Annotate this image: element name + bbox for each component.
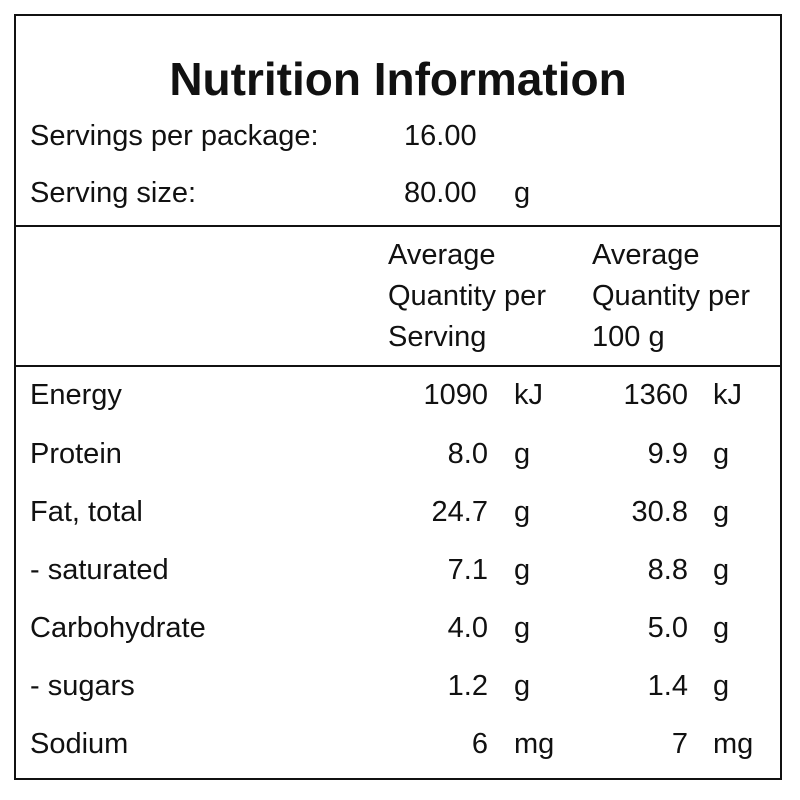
per-serving-unit: g: [514, 670, 531, 702]
nutrition-panel: Nutrition Information Servings per packa…: [14, 14, 782, 780]
per-100g-unit: mg: [713, 728, 754, 760]
per-100g-value: 5.0: [647, 612, 688, 644]
page-title: Nutrition Information: [169, 53, 627, 105]
per-100g-unit: g: [713, 438, 730, 470]
per-serving-value: 7.1: [447, 554, 488, 586]
column-header-per-100g-line: Quantity per: [592, 280, 750, 312]
per-serving-value: 6: [471, 728, 488, 760]
servings-per-package-value: 16.00: [404, 120, 477, 152]
nutrient-name: Energy: [30, 379, 122, 411]
per-100g-value: 9.9: [647, 438, 688, 470]
per-serving-unit: g: [514, 438, 531, 470]
serving-size-value: 80.00: [404, 177, 477, 209]
servings-per-package-label: Servings per package:: [30, 120, 319, 152]
nutrient-name: Protein: [30, 438, 122, 470]
divider-header: [16, 365, 780, 367]
per-serving-value: 8.0: [447, 438, 488, 470]
divider-top: [16, 225, 780, 227]
nutrient-name: - saturated: [30, 554, 169, 586]
per-serving-unit: mg: [514, 728, 555, 760]
per-serving-value: 1.2: [447, 670, 488, 702]
per-100g-value: 1360: [623, 379, 688, 411]
per-serving-unit: kJ: [514, 379, 543, 411]
per-100g-unit: g: [713, 554, 730, 586]
column-header-per-100g-line: 100 g: [592, 321, 665, 353]
per-100g-unit: g: [713, 612, 730, 644]
column-header-per-serving-line: Average: [388, 239, 496, 271]
per-serving-value: 1090: [423, 379, 488, 411]
per-serving-value: 24.7: [431, 496, 488, 528]
per-100g-value: 7: [671, 728, 688, 760]
per-serving-value: 4.0: [447, 612, 488, 644]
nutrient-name: Carbohydrate: [30, 612, 206, 644]
per-serving-unit: g: [514, 496, 531, 528]
per-100g-unit: g: [713, 670, 730, 702]
per-100g-value: 30.8: [631, 496, 688, 528]
column-header-per-100g-line: Average: [592, 239, 700, 271]
nutrient-name: Sodium: [30, 728, 129, 760]
column-header-per-100g: Average Quantity per 100 g: [592, 235, 750, 358]
per-serving-unit: g: [514, 612, 531, 644]
column-header-per-serving-line: Serving: [388, 321, 487, 353]
per-100g-unit: g: [713, 496, 730, 528]
serving-size-label: Serving size:: [30, 177, 197, 209]
column-header-per-serving-line: Quantity per: [388, 280, 546, 312]
column-header-per-serving: Average Quantity per Serving: [388, 235, 546, 358]
per-100g-value: 1.4: [647, 670, 688, 702]
serving-size-unit: g: [514, 177, 531, 209]
nutrient-name: Fat, total: [30, 496, 143, 528]
per-serving-unit: g: [514, 554, 531, 586]
per-100g-value: 8.8: [647, 554, 688, 586]
nutrient-name: - sugars: [30, 670, 135, 702]
per-100g-unit: kJ: [713, 379, 742, 411]
